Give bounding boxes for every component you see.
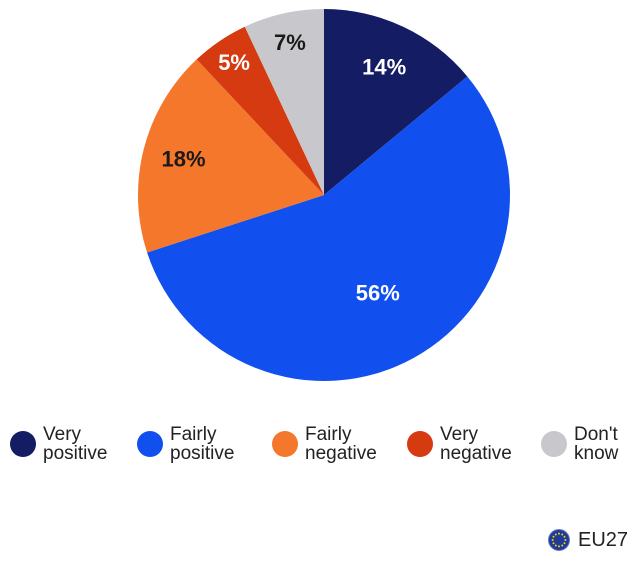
value-label-fairly-negative: 18% [161, 146, 205, 171]
legend-label-line: negative [305, 443, 377, 464]
legend-swatch [541, 431, 567, 457]
pie-slice-very-negative [196, 26, 324, 196]
legend-swatch [407, 431, 433, 457]
eu-flag-icon [548, 529, 570, 551]
legend-label-line: positive [43, 443, 108, 464]
legend-swatch [272, 431, 298, 457]
pie-value-labels: 14% 56% 18% 5% 7% [161, 30, 406, 305]
legend-label: Very negative [440, 425, 550, 463]
legend-label-line: Very [440, 424, 479, 445]
legend-label: Fairly negative [305, 425, 415, 463]
legend-label-line: Don't [574, 424, 618, 445]
legend-label: Very positive [43, 425, 153, 463]
pie-chart: 14% 56% 18% 5% 7% [137, 9, 510, 381]
legend-swatch [10, 431, 36, 457]
legend-label: Fairly positive [170, 425, 280, 463]
value-label-very-negative: 5% [218, 50, 250, 75]
legend-label-line: know [574, 443, 619, 464]
legend-label-line: Very [43, 424, 82, 445]
pie-slice-fairly-negative [137, 59, 324, 253]
pie-slice-dont-know [244, 9, 324, 195]
legend: Very positive Fairly positive Fairly negative… [10, 425, 641, 477]
legend-swatch [137, 431, 163, 457]
value-label-fairly-positive: 56% [356, 280, 400, 305]
value-label-dont-know: 7% [274, 30, 306, 55]
legend-label-line: positive [170, 443, 235, 464]
value-label-very-positive: 14% [362, 55, 406, 80]
region-label: EU27 [578, 529, 629, 551]
legend-label-line: negative [440, 443, 512, 464]
legend-label-line: Fairly [170, 424, 217, 445]
pie-slices [137, 9, 510, 381]
legend-label-line: Fairly [305, 424, 352, 445]
region-indicator: EU27 [548, 527, 640, 555]
pie-slice-very-positive [324, 9, 468, 195]
legend-label: Don't know [574, 425, 641, 463]
pie-slice-fairly-positive [147, 76, 510, 381]
